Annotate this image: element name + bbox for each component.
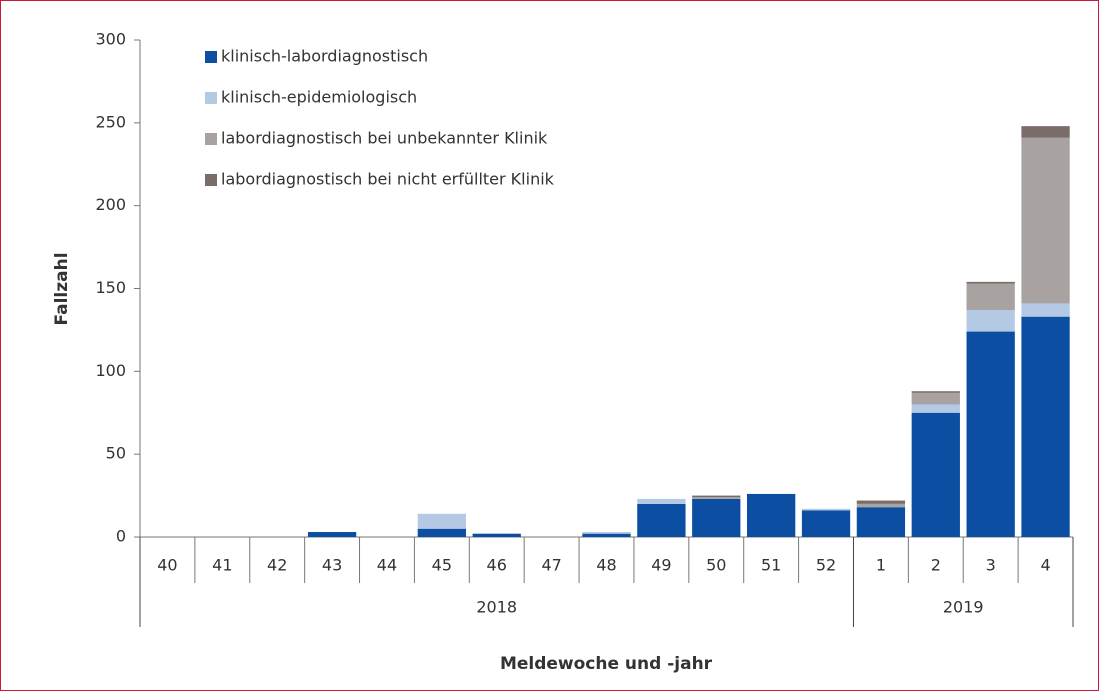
bar-segment	[692, 495, 741, 498]
x-tick-label: 52	[816, 556, 836, 575]
bar-segment	[966, 283, 1015, 311]
bar-segment	[1021, 126, 1070, 138]
legend-label: klinisch-epidemiologisch	[221, 88, 417, 107]
bar-segment	[911, 392, 960, 405]
legend-swatch	[205, 174, 217, 186]
bar-segment	[417, 528, 467, 537]
bar-segment	[582, 532, 631, 534]
bar-segment	[1021, 137, 1070, 304]
bar-segment	[472, 533, 521, 537]
group-label: 2018	[476, 598, 517, 617]
x-tick-label: 51	[761, 556, 781, 575]
bar-segment	[966, 310, 1015, 332]
bar-segment	[1021, 303, 1070, 317]
legend-swatch	[205, 51, 217, 63]
y-axis-label: Fallzahl	[52, 252, 72, 325]
legend-swatch	[205, 92, 217, 104]
x-tick-label: 3	[986, 556, 996, 575]
legend-label: labordiagnostisch bei nicht erfüllter Kl…	[221, 170, 555, 189]
x-tick-label: 1	[876, 556, 886, 575]
bar-segment	[692, 498, 741, 537]
x-tick-label: 44	[377, 556, 397, 575]
y-tick-label: 200	[95, 195, 126, 214]
bar-segment	[637, 503, 686, 537]
x-tick-label: 43	[322, 556, 342, 575]
bar-segment	[307, 532, 357, 537]
x-tick-label: 2	[931, 556, 941, 575]
group-label: 2019	[943, 598, 984, 617]
bar-segment	[966, 331, 1015, 537]
y-tick-label: 50	[106, 444, 126, 463]
y-tick-label: 100	[95, 361, 126, 380]
x-tick-label: 49	[651, 556, 671, 575]
bar-segment	[692, 497, 741, 499]
x-axis-label: Meldewoche und -jahr	[500, 654, 713, 674]
bar-segment	[856, 507, 906, 537]
bar-segment	[637, 498, 686, 504]
x-tick-label: 45	[432, 556, 452, 575]
legend-label: klinisch-labordiagnostisch	[221, 47, 428, 66]
x-tick-label: 40	[157, 556, 177, 575]
bar-segment	[911, 391, 960, 393]
x-tick-label: 48	[596, 556, 616, 575]
bar-segment	[856, 500, 906, 504]
y-tick-label: 150	[95, 278, 126, 297]
legend-swatch	[205, 133, 217, 145]
bar-segment	[801, 510, 851, 537]
x-tick-label: 46	[487, 556, 507, 575]
x-tick-label: 4	[1040, 556, 1050, 575]
legend-label: labordiagnostisch bei unbekannter Klinik	[221, 129, 548, 148]
bar-segment	[856, 503, 906, 508]
bar-segment	[911, 412, 960, 537]
y-tick-label: 0	[116, 527, 126, 546]
y-tick-label: 250	[95, 112, 126, 131]
bar-segment	[801, 508, 851, 511]
x-tick-label: 42	[267, 556, 287, 575]
bar-segment	[966, 281, 1015, 284]
x-tick-label: 41	[212, 556, 232, 575]
y-tick-label: 300	[95, 30, 126, 49]
bar-segment	[582, 533, 631, 537]
bar-segment	[911, 404, 960, 413]
x-tick-label: 50	[706, 556, 726, 575]
x-tick-label: 47	[541, 556, 561, 575]
bar-segment	[417, 513, 467, 529]
bar-segment	[746, 493, 796, 537]
bar-segment	[1021, 316, 1070, 537]
